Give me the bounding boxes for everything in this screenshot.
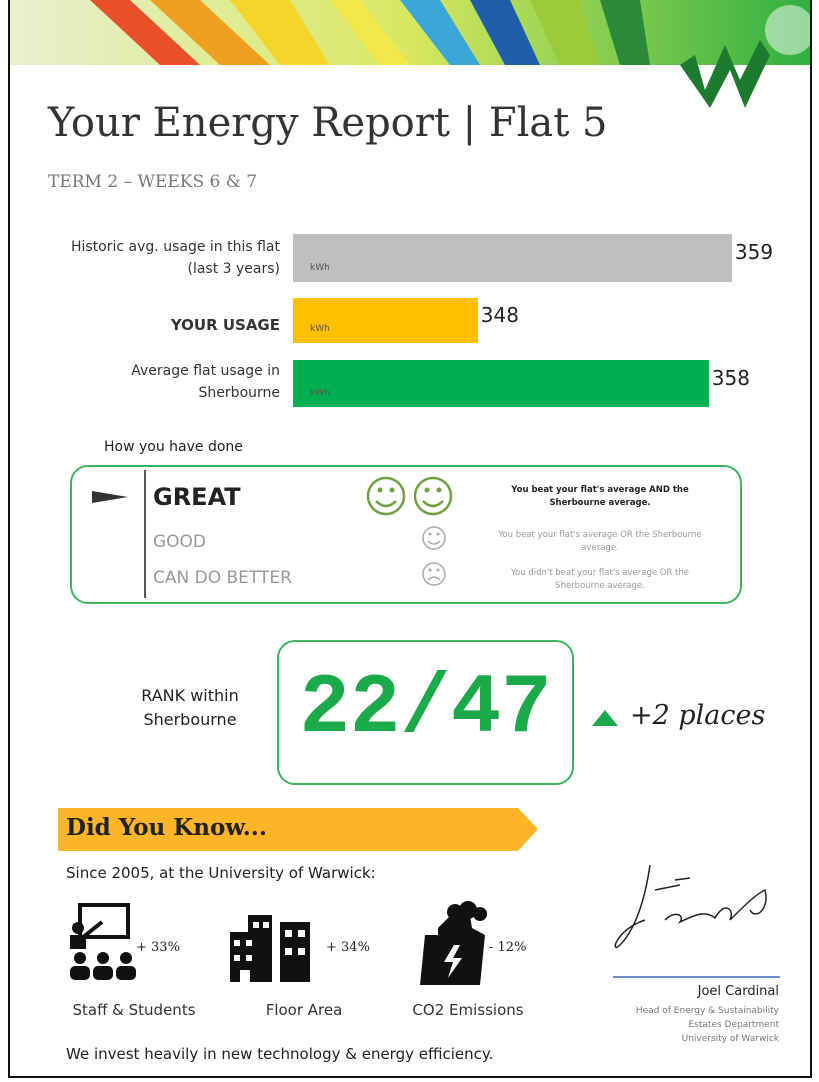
performance-heading: How you have done <box>104 439 243 455</box>
level-description: You beat your flat's average AND the She… <box>485 484 715 510</box>
rank-change: +2 places <box>630 700 765 731</box>
did-you-know-title: Did You Know... <box>66 814 267 841</box>
rank-value: 22/47 <box>277 662 574 757</box>
signature-line: Estates Department <box>689 1019 780 1031</box>
bar-unit: kWh <box>310 388 330 398</box>
subtitle: TERM 2 – WEEKS 6 & 7 <box>48 172 257 192</box>
signature-drawing <box>605 860 785 980</box>
bar-unit: kWh <box>310 324 330 334</box>
bar-value: 358 <box>712 366 750 390</box>
bar-label: Historic avg. usage in this flat (last 3… <box>70 236 280 280</box>
stat-change: + 34% <box>326 940 370 955</box>
rank-label: RANK within Sherbourne <box>120 684 260 732</box>
stat-label: CO2 Emissions <box>388 1001 548 1019</box>
bar <box>293 234 732 282</box>
stat-icons <box>60 900 540 995</box>
footer-text: We invest heavily in new technology & en… <box>66 1045 493 1063</box>
stat-change: - 12% <box>489 940 526 955</box>
bar <box>293 298 478 343</box>
page: Your Energy Report | Flat 5 TERM 2 – WEE… <box>0 0 819 1082</box>
level-label: CAN DO BETTER <box>153 568 292 588</box>
bar-value: 348 <box>481 303 519 327</box>
signature-line: Head of Energy & Sustainability <box>636 1005 779 1017</box>
intro: Since 2005, at the University of Warwick… <box>66 864 376 882</box>
stat-change: + 33% <box>136 940 180 955</box>
signature-line: University of Warwick <box>682 1033 779 1045</box>
bar-value: 359 <box>735 240 773 264</box>
stat-label: Staff & Students <box>54 1001 214 1019</box>
bar-unit: kWh <box>310 263 330 273</box>
signature-name: Joel Cardinal <box>698 986 779 998</box>
bar-label: YOUR USAGE <box>70 314 280 336</box>
up-arrow <box>590 708 620 728</box>
level-label: GREAT <box>153 483 241 511</box>
level-label: GOOD <box>153 532 206 552</box>
level-description: You didn't beat your flat's average OR t… <box>485 567 715 593</box>
bar-label: Average flat usage in Sherbourne <box>70 360 280 404</box>
level-description: You beat your flat's average OR the Sher… <box>485 529 715 555</box>
stat-label: Floor Area <box>224 1001 384 1019</box>
bar <box>293 360 709 407</box>
title: Your Energy Report | Flat 5 <box>48 100 608 146</box>
